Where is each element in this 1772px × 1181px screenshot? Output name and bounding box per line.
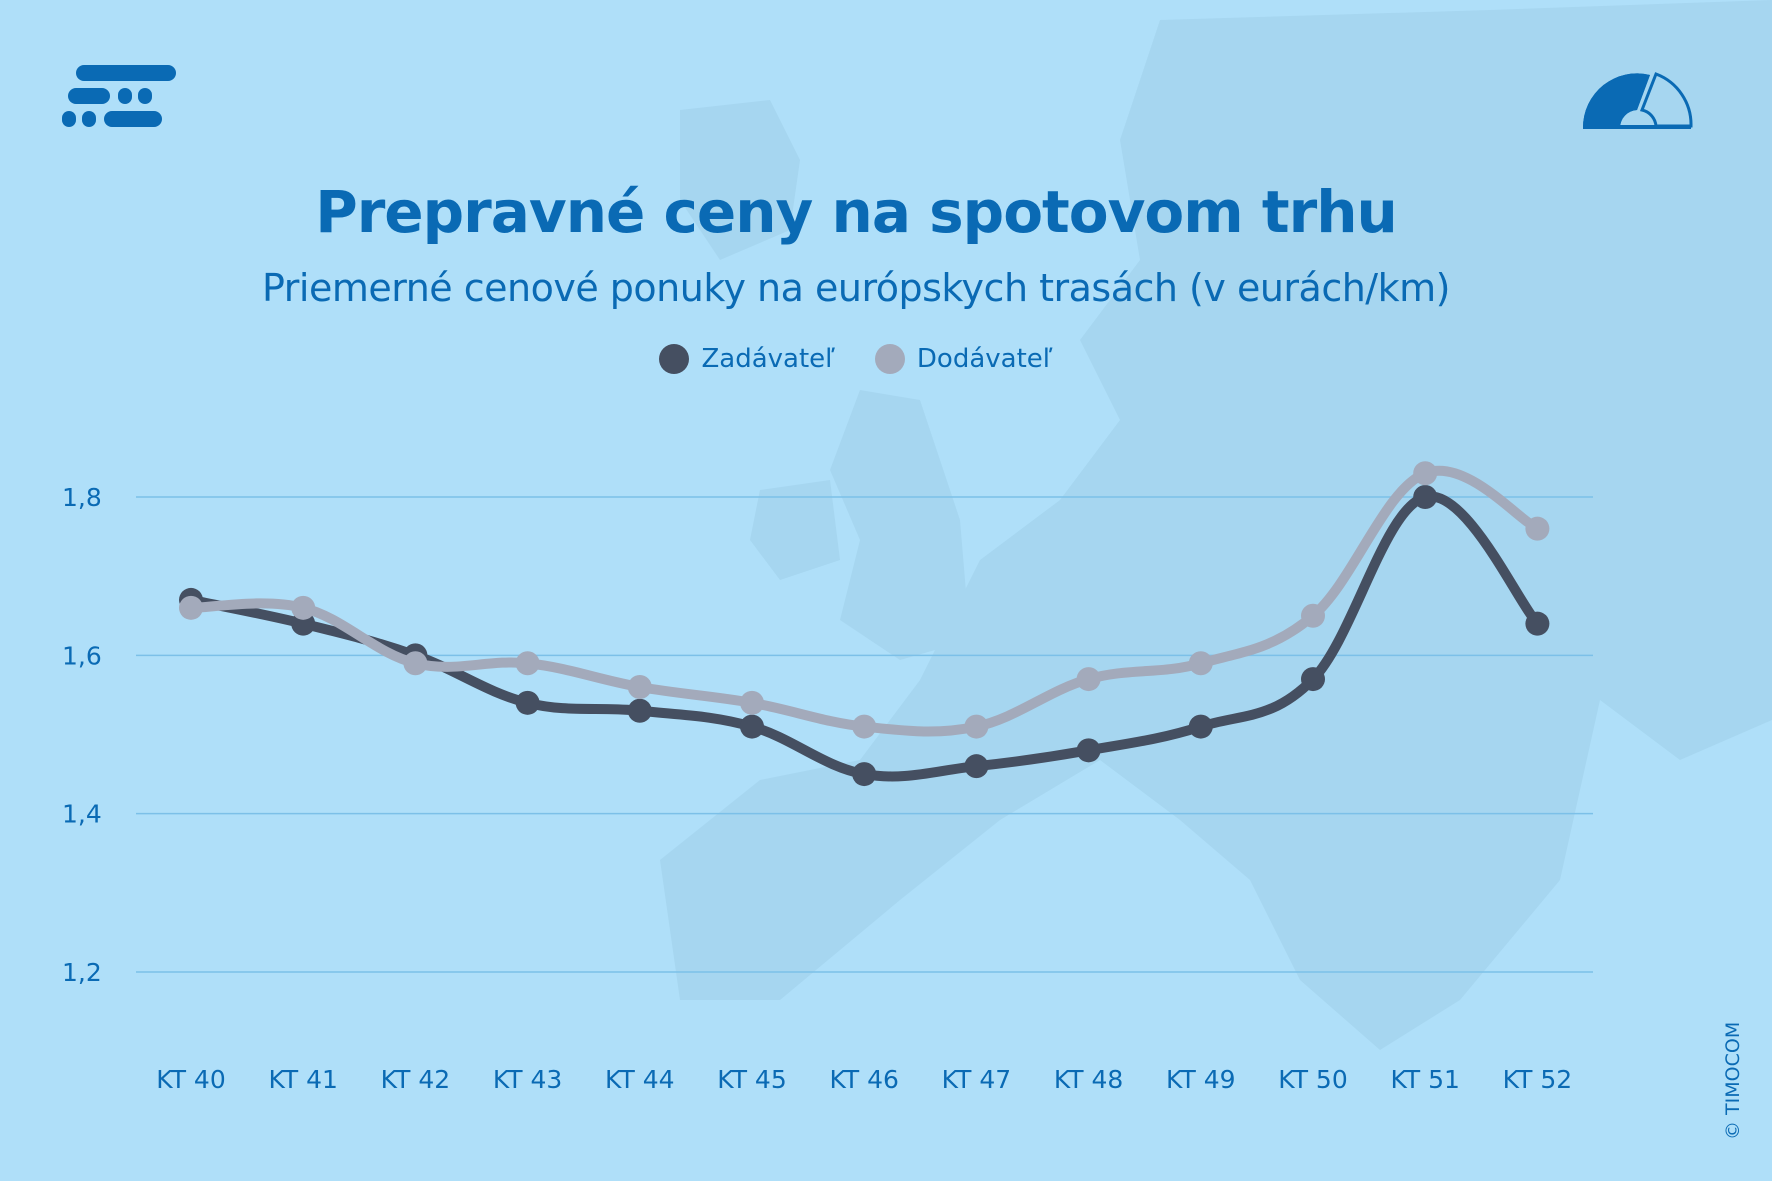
europe-map-background <box>660 0 1772 1050</box>
y-tick-label: 1,4 <box>62 800 102 829</box>
x-tick-label: KT 52 <box>1503 1065 1572 1094</box>
data-point <box>964 754 989 779</box>
data-point <box>515 690 540 715</box>
gauge-icon <box>1582 72 1693 129</box>
series-dodavatel <box>179 461 1550 739</box>
x-tick-label: KT 48 <box>1054 1065 1123 1094</box>
data-point <box>1301 603 1325 628</box>
legend-item-zadavatel: Zadávateľ <box>659 344 835 374</box>
y-axis-ticks: 1,2 1,4 1,6 1,8 <box>62 483 102 987</box>
x-tick-label: KT 47 <box>942 1065 1011 1094</box>
x-tick-label: KT 41 <box>268 1065 337 1094</box>
data-point <box>403 651 428 676</box>
legend-dot-zadavatel <box>659 344 690 374</box>
data-point <box>1525 611 1550 636</box>
data-point <box>1413 485 1438 509</box>
data-point <box>627 698 652 723</box>
legend-item-dodavatel: Dodávateľ <box>874 344 1053 374</box>
legend-dot-dodavatel <box>874 344 905 374</box>
data-point <box>1413 461 1438 486</box>
series <box>179 461 1550 787</box>
chart-title: Prepravné ceny na spotovom trhu <box>315 178 1398 246</box>
data-point <box>627 675 652 700</box>
x-tick-label: KT 46 <box>829 1065 898 1094</box>
chart-subtitle: Priemerné cenové ponuky na európskych tr… <box>262 266 1450 310</box>
data-point <box>515 651 540 676</box>
data-point <box>1076 667 1101 692</box>
y-tick-label: 1,2 <box>62 958 102 987</box>
y-tick-label: 1,6 <box>62 641 102 670</box>
x-tick-label: KT 45 <box>717 1065 786 1094</box>
x-tick-label: KT 49 <box>1166 1065 1235 1094</box>
data-point <box>1188 651 1213 676</box>
legend-label-zadavatel: Zadávateľ <box>701 344 835 374</box>
data-point <box>1076 738 1101 763</box>
data-point <box>740 690 764 715</box>
legend: Zadávateľ Dodávateľ <box>0 344 1712 374</box>
x-tick-label: KT 42 <box>381 1065 450 1094</box>
data-point <box>1525 516 1550 541</box>
data-point <box>291 595 316 620</box>
y-tick-label: 1,8 <box>62 483 102 512</box>
copyright: © TIMOCOM <box>1722 1021 1744 1140</box>
data-point <box>852 762 877 787</box>
data-point <box>740 714 764 739</box>
x-tick-label: KT 40 <box>156 1065 225 1094</box>
x-axis-ticks: KT 40 KT 41 KT 42 KT 43 KT 44 KT 45 KT 46 KT 47… <box>156 1065 1572 1094</box>
data-point <box>179 595 203 620</box>
x-tick-label: KT 43 <box>493 1065 562 1094</box>
timocom-logo-icon <box>62 65 176 127</box>
x-tick-label: KT 51 <box>1390 1065 1459 1094</box>
x-tick-label: KT 44 <box>605 1065 674 1094</box>
data-point <box>1188 714 1213 739</box>
data-point <box>964 714 989 739</box>
x-tick-label: KT 50 <box>1278 1065 1347 1094</box>
data-point <box>852 714 877 739</box>
legend-label-dodavatel: Dodávateľ <box>916 344 1053 374</box>
data-point <box>1301 667 1325 692</box>
grid <box>136 496 1593 973</box>
